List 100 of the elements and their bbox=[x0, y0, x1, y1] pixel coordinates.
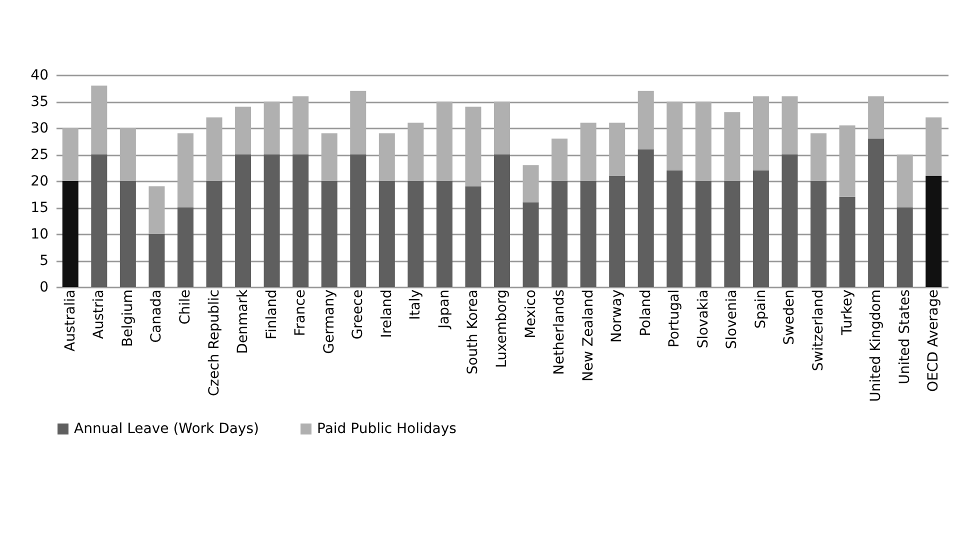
bar bbox=[724, 181, 740, 287]
x-tick-label: Luxemborg bbox=[494, 290, 510, 368]
bar bbox=[752, 170, 769, 287]
bar bbox=[91, 86, 108, 154]
x-tick-label: United Kingdom bbox=[868, 290, 884, 402]
bar bbox=[580, 122, 596, 181]
bar bbox=[235, 106, 252, 154]
bar bbox=[839, 125, 856, 197]
bar bbox=[896, 154, 913, 208]
bar bbox=[292, 96, 309, 154]
bar bbox=[378, 181, 395, 287]
x-tick-label: Poland bbox=[638, 290, 654, 336]
bar bbox=[321, 133, 338, 181]
x-tick-label: Belgium bbox=[120, 290, 136, 347]
x-tick-label: Sweden bbox=[782, 290, 798, 345]
bar bbox=[120, 181, 136, 287]
x-tick-label: Finland bbox=[264, 290, 280, 340]
y-tick-label: 10 bbox=[30, 226, 48, 242]
bar bbox=[810, 133, 827, 181]
bar bbox=[522, 165, 539, 202]
bar bbox=[868, 96, 884, 139]
bar bbox=[896, 208, 913, 287]
x-tick-label: Denmark bbox=[235, 288, 252, 354]
x-tick-label: Spain bbox=[752, 290, 769, 329]
y-tick-label: 15 bbox=[30, 200, 48, 216]
bar bbox=[724, 112, 740, 181]
x-tick-label: Australia bbox=[62, 290, 78, 352]
legend-label: Annual Leave (Work Days) bbox=[74, 421, 259, 437]
bar bbox=[552, 138, 568, 181]
bar bbox=[494, 102, 510, 154]
bar bbox=[638, 149, 654, 287]
bar bbox=[408, 122, 424, 181]
bar bbox=[120, 128, 136, 181]
bar bbox=[782, 96, 798, 154]
y-tick-label: 25 bbox=[30, 147, 48, 163]
bar bbox=[292, 154, 309, 287]
x-tick-label: Turkey bbox=[839, 290, 856, 336]
bar bbox=[264, 102, 280, 154]
bar bbox=[638, 90, 654, 150]
bar bbox=[580, 181, 596, 287]
legend-label: Paid Public Holidays bbox=[317, 421, 456, 437]
x-tick-label: Canada bbox=[148, 290, 165, 343]
bar bbox=[436, 181, 452, 287]
bar bbox=[206, 181, 222, 287]
x-tick-label: Switzerland bbox=[810, 290, 827, 372]
bar bbox=[235, 154, 252, 287]
x-tick-label: Germany bbox=[321, 290, 338, 354]
bar bbox=[378, 133, 395, 181]
bar bbox=[62, 181, 78, 287]
bar bbox=[695, 102, 712, 181]
y-tick-label: 35 bbox=[30, 94, 48, 110]
x-tick-label: Norway bbox=[609, 290, 626, 343]
bar bbox=[868, 138, 884, 287]
bar bbox=[350, 154, 366, 287]
bar bbox=[206, 117, 222, 181]
bar bbox=[62, 128, 78, 181]
bar bbox=[666, 170, 683, 287]
x-tick-label: Chile bbox=[177, 290, 194, 325]
bar bbox=[177, 208, 194, 287]
bar bbox=[926, 117, 942, 176]
x-tick-label: South Korea bbox=[465, 290, 482, 374]
y-tick-label: 5 bbox=[40, 253, 48, 269]
x-tick-label: Netherlands bbox=[552, 290, 568, 375]
x-tick-label: Ireland bbox=[378, 290, 395, 338]
x-tick-label: Greece bbox=[350, 290, 366, 340]
bar bbox=[752, 96, 769, 170]
bar bbox=[782, 154, 798, 287]
bar bbox=[552, 181, 568, 287]
y-tick-label: 20 bbox=[30, 174, 48, 190]
x-tick-label: Czech Republic bbox=[206, 290, 222, 396]
bar bbox=[609, 122, 626, 176]
bar bbox=[148, 186, 165, 234]
bar bbox=[408, 181, 424, 287]
x-tick-label: France bbox=[292, 290, 309, 336]
x-tick-label: United States bbox=[896, 290, 913, 384]
bar bbox=[695, 181, 712, 287]
bar bbox=[264, 154, 280, 287]
x-tick-label: Japan bbox=[436, 290, 452, 330]
bar bbox=[522, 202, 539, 287]
bar bbox=[839, 196, 856, 287]
bar bbox=[91, 154, 108, 287]
bar bbox=[321, 181, 338, 287]
x-tick-label: Mexico bbox=[522, 290, 539, 338]
y-tick-label: 30 bbox=[30, 120, 48, 136]
bar bbox=[350, 90, 366, 154]
bar bbox=[926, 176, 942, 287]
bar bbox=[666, 102, 683, 170]
bar bbox=[465, 106, 482, 186]
bar bbox=[465, 186, 482, 287]
bar bbox=[148, 234, 165, 287]
y-tick-label: 40 bbox=[30, 68, 48, 84]
x-tick-label: Slovakia bbox=[695, 290, 712, 348]
x-tick-label: New Zealand bbox=[580, 290, 596, 382]
x-tick-label: Portugal bbox=[666, 290, 683, 348]
bar bbox=[810, 181, 827, 287]
bar bbox=[177, 133, 194, 208]
x-tick-label: OECD Average bbox=[926, 290, 942, 392]
bar bbox=[609, 176, 626, 287]
x-tick-label: Slovenia bbox=[724, 290, 740, 350]
x-tick-label: Italy bbox=[408, 290, 424, 320]
